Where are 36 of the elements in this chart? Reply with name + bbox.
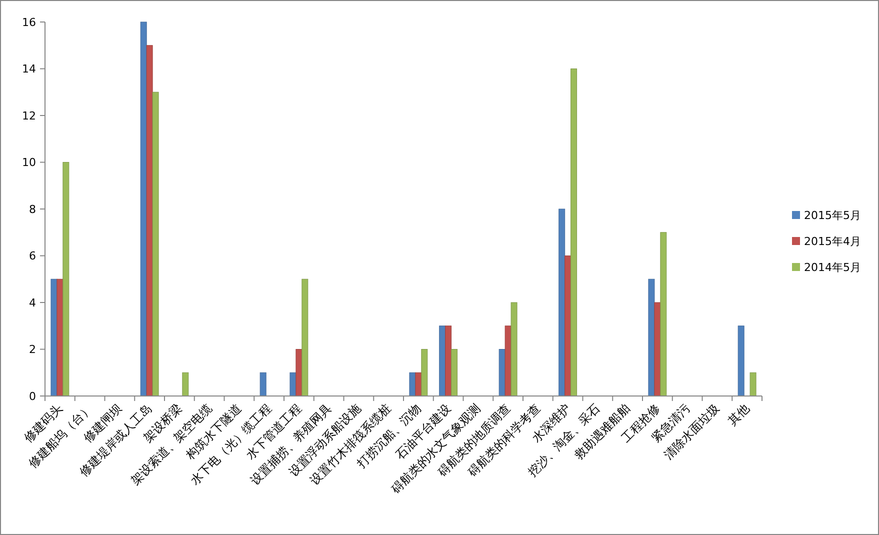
y-tick-label: 2 — [29, 343, 36, 356]
legend-label: 2014年5月 — [804, 260, 861, 274]
bar — [750, 372, 756, 396]
bar — [302, 278, 308, 396]
legend-label: 2015年4月 — [804, 234, 861, 248]
bar — [56, 278, 64, 396]
bar — [140, 22, 147, 396]
bar — [648, 278, 655, 396]
y-tick-label: 4 — [29, 296, 36, 310]
bar — [654, 302, 661, 396]
x-tick-label: 其他 — [725, 401, 752, 428]
bar — [50, 278, 58, 396]
y-tick-label: 10 — [22, 156, 36, 170]
bar — [558, 208, 566, 396]
y-tick-label: 12 — [22, 109, 36, 122]
y-tick-label: 6 — [29, 250, 36, 263]
bar — [152, 92, 159, 396]
bar — [296, 349, 302, 396]
bar — [260, 372, 266, 396]
y-tick-label: 8 — [29, 202, 36, 216]
bar — [660, 232, 667, 396]
bar — [421, 349, 428, 396]
bar — [439, 326, 446, 396]
bar — [570, 68, 578, 396]
bar — [445, 326, 452, 396]
bar — [738, 326, 744, 396]
bar — [451, 349, 458, 396]
bar — [62, 162, 70, 396]
y-tick-label: 14 — [22, 62, 36, 76]
bar — [564, 256, 572, 396]
legend-label: 2015年5月 — [804, 208, 861, 222]
bar — [510, 302, 518, 396]
y-tick-label: 0 — [29, 390, 36, 403]
bar — [498, 349, 506, 396]
bar — [182, 372, 189, 396]
y-tick-label: 16 — [22, 16, 36, 29]
